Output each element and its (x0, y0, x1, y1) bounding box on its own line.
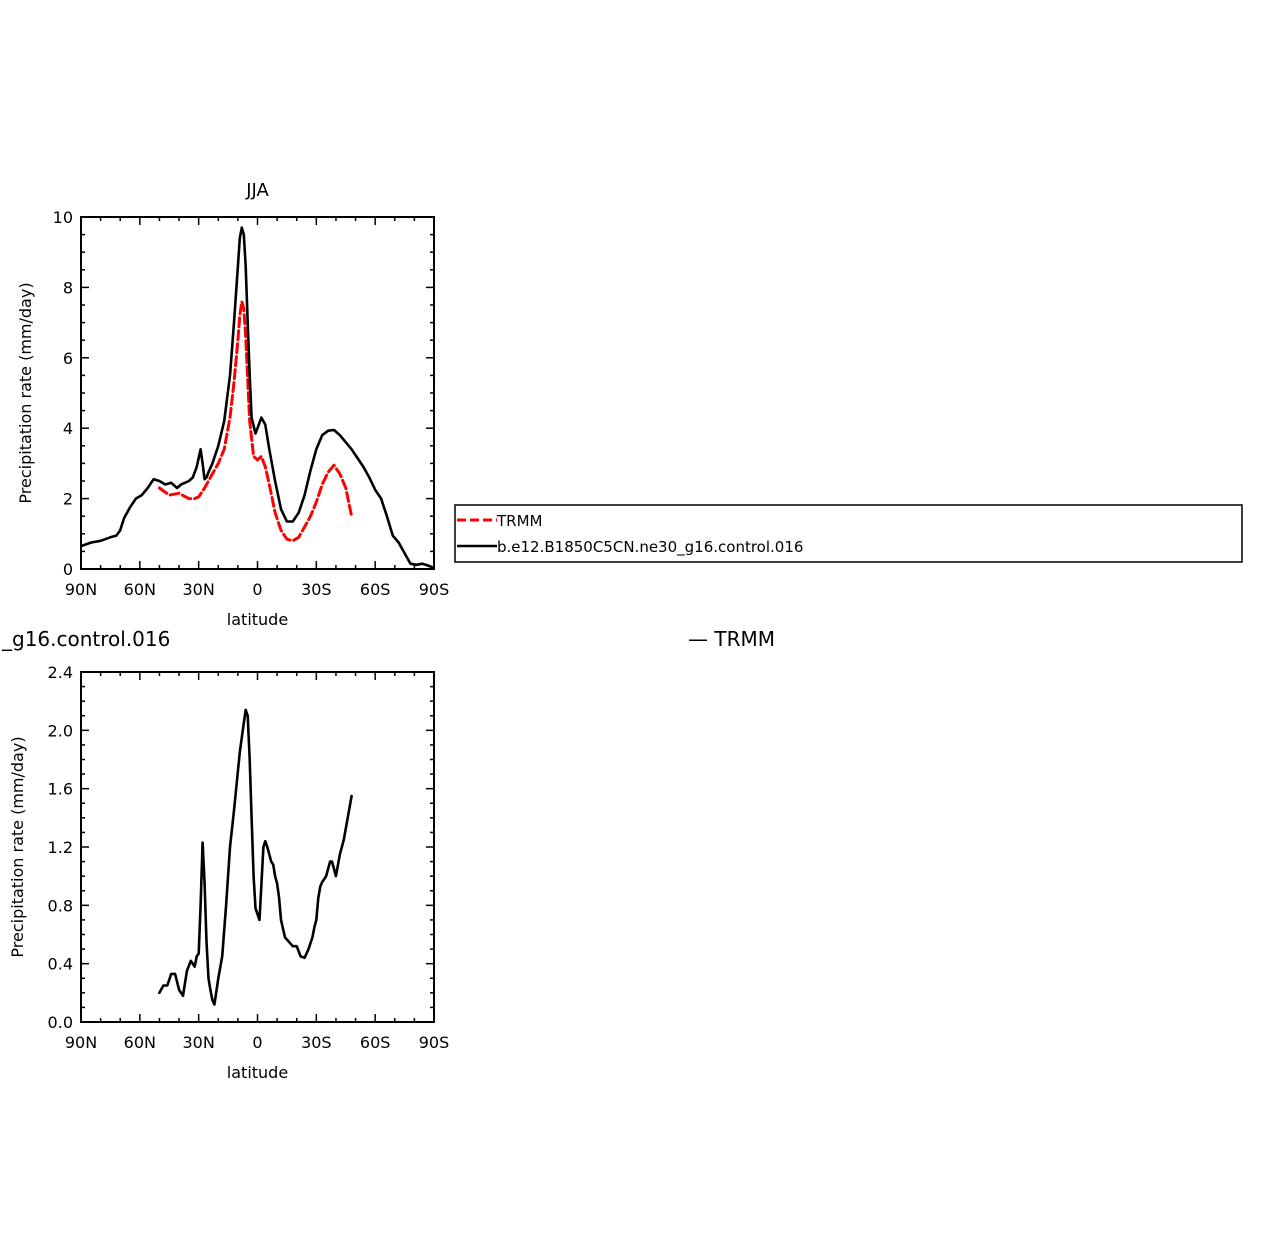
y-tick-label: 6 (63, 349, 73, 368)
x-tick-label: 30N (183, 580, 215, 599)
chart-1 (80, 216, 1243, 570)
chart-title: _g16.control.016 (1, 627, 170, 651)
legend-label-2: b.e12.B1850C5CN.ne30_g16.control.016 (497, 538, 803, 557)
plot-frame (80, 671, 435, 1023)
y-tick-label: 1.6 (48, 780, 73, 799)
y-tick-label: 2 (63, 490, 73, 509)
x-axis-title: latitude (227, 610, 288, 629)
x-tick-label: 60S (360, 580, 391, 599)
chart-title-right: — TRMM (688, 627, 775, 651)
x-tick-label: 0 (252, 580, 262, 599)
legend (454, 504, 1243, 563)
y-tick-label: 0.8 (48, 896, 73, 915)
legend-box (454, 504, 1243, 563)
chart-2 (80, 671, 435, 1023)
x-tick-label: 90N (65, 1033, 97, 1052)
x-tick-label: 30S (301, 580, 332, 599)
x-tick-label: 90S (419, 580, 450, 599)
y-tick-label: 4 (63, 419, 73, 438)
y-axis-title: Precipitation rate (mm/day) (16, 282, 35, 503)
y-tick-label: 1.2 (48, 838, 73, 857)
x-tick-label: 60S (360, 1033, 391, 1052)
series-line-2 (81, 226, 434, 569)
y-tick-label: 10 (53, 208, 73, 227)
chart-title: JJA (245, 180, 269, 201)
x-axis-title: latitude (227, 1063, 288, 1082)
y-tick-label: 2.4 (48, 663, 73, 682)
y-axis-title: Precipitation rate (mm/day) (8, 736, 27, 957)
plot-frame (80, 216, 435, 570)
y-tick-label: 0.0 (48, 1013, 73, 1032)
x-tick-label: 30S (301, 1033, 332, 1052)
y-tick-label: 8 (63, 278, 73, 297)
x-tick-label: 60N (124, 1033, 156, 1052)
series-line-1 (157, 300, 354, 543)
series-line-1 (158, 708, 353, 1006)
x-tick-label: 60N (124, 580, 156, 599)
y-tick-label: 0 (63, 560, 73, 579)
x-tick-label: 0 (252, 1033, 262, 1052)
x-tick-label: 30N (183, 1033, 215, 1052)
y-tick-label: 0.4 (48, 955, 73, 974)
y-tick-label: 2.0 (48, 721, 73, 740)
x-tick-label: 90N (65, 580, 97, 599)
legend-label-1: TRMM (496, 512, 542, 530)
x-tick-label: 90S (419, 1033, 450, 1052)
